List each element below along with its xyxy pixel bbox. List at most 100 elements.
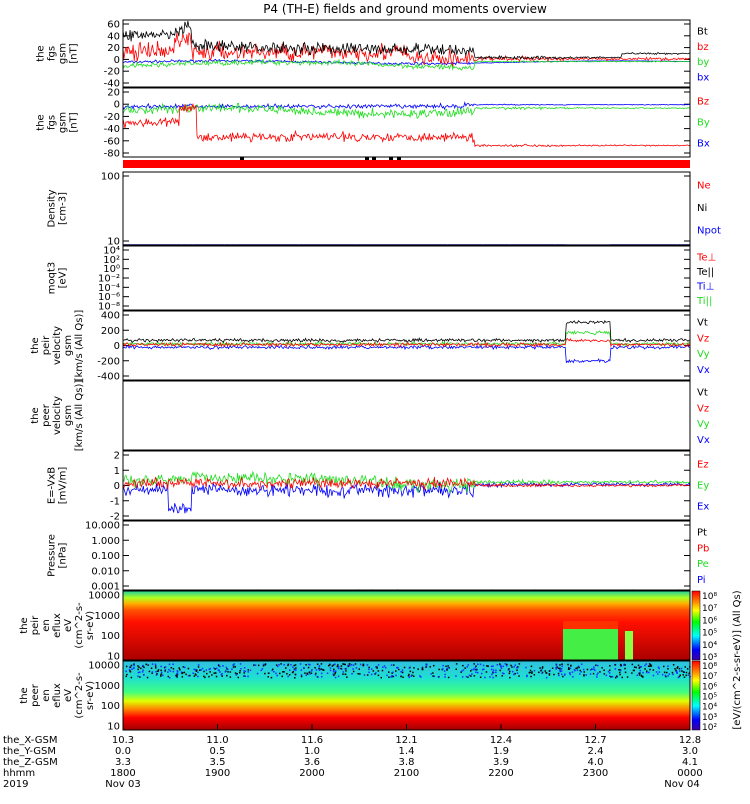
x-date-end: Nov 04 (664, 779, 699, 790)
heatmap-speckle (385, 667, 387, 669)
heatmap-speckle (244, 667, 246, 669)
y-axis-label: [eV] (58, 268, 69, 289)
heatmap-speckle (295, 664, 297, 666)
heatmap-speckle (534, 670, 536, 672)
legend-entry: Vx (697, 435, 710, 446)
y-axis-label: [nT] (69, 43, 80, 63)
heatmap-speckle (146, 664, 148, 666)
heatmap-speckle (484, 677, 486, 679)
x-date-start: Nov 03 (105, 779, 140, 790)
heatmap-speckle (570, 665, 572, 667)
heatmap-speckle (642, 672, 644, 674)
heatmap-speckle (160, 675, 162, 677)
heatmap-speckle (641, 666, 643, 668)
y-axis-label: eflux (52, 613, 63, 638)
x-tick-label: 12.4 (490, 735, 512, 746)
heatmap-speckle (239, 670, 241, 672)
heatmap-speckle (340, 668, 342, 670)
x-tick-label: 3.8 (399, 757, 415, 768)
heatmap-speckle (517, 672, 519, 674)
heatmap-speckle (492, 671, 494, 673)
heatmap-speckle (581, 664, 583, 666)
x-row-label: the_Z-GSM (3, 757, 58, 768)
y-tick-label: 1000 (95, 681, 120, 692)
heatmap-speckle (511, 666, 513, 668)
heatmap-speckle (244, 672, 246, 674)
heatmap-speckle (227, 671, 229, 673)
heatmap-speckle (294, 665, 296, 667)
heatmap-speckle (142, 669, 144, 671)
heatmap-speckle (615, 677, 617, 679)
heatmap-speckle (442, 668, 444, 670)
heatmap-speckle (541, 673, 543, 675)
heatmap-speckle (330, 670, 332, 672)
x-tick-label: 2200 (488, 768, 513, 779)
y-tick-label: 10.000 (85, 521, 120, 532)
heatmap-speckle (368, 667, 370, 669)
heatmap-speckle (422, 667, 424, 669)
heatmap-speckle (393, 664, 395, 666)
heatmap-speckle (183, 666, 185, 668)
colorbar-tick-label: 10⁷ (702, 604, 717, 614)
heatmap-speckle (516, 670, 518, 672)
x-row-label: the_Y-GSM (3, 746, 56, 757)
heatmap-speckle (248, 671, 250, 673)
heatmap-speckle (388, 677, 390, 679)
heatmap-speckle (683, 674, 685, 676)
x-tick-label: 2100 (394, 768, 419, 779)
heatmap-speckle (398, 669, 400, 671)
heatmap-speckle (497, 664, 499, 666)
heatmap-speckle (167, 671, 169, 673)
heatmap-speckle (510, 665, 512, 667)
heatmap-speckle (378, 664, 380, 666)
heatmap-speckle (314, 667, 316, 669)
y-axis-label: gsm (63, 335, 74, 356)
heatmap-speckle (344, 664, 346, 666)
legend-entry: Vx (697, 365, 710, 376)
heatmap-speckle (309, 664, 311, 666)
panel-frame (123, 381, 690, 450)
heatmap-speckle (531, 673, 533, 675)
heatmap-speckle (169, 677, 171, 679)
heatmap-speckle (248, 669, 250, 671)
heatmap-speckle (311, 669, 313, 671)
heatmap-speckle (503, 673, 505, 675)
heatmap-speckle (512, 671, 514, 673)
x-tick-label: 11.0 (206, 735, 228, 746)
y-axis-label: moqt3 (47, 262, 58, 295)
x-tick-label: 2300 (583, 768, 608, 779)
heatmap-speckle (382, 670, 384, 672)
heatmap-speckle (321, 663, 323, 665)
heatmap-speckle (397, 667, 399, 669)
heatmap-speckle (375, 666, 377, 668)
heatmap-speckle (265, 663, 267, 665)
heatmap-speckle (492, 677, 494, 679)
heatmap-speckle (337, 666, 339, 668)
heatmap-speckle (473, 668, 475, 670)
heatmap-speckle (278, 664, 280, 666)
heatmap-speckle (160, 666, 162, 668)
heatmap-speckle (618, 669, 620, 671)
heatmap-speckle (586, 674, 588, 676)
heatmap-speckle (257, 673, 259, 675)
colorbar-tick-label: 10⁸ (702, 662, 717, 672)
heatmap-speckle (639, 674, 641, 676)
heatmap-speckle (499, 663, 501, 665)
heatmap-speckle (530, 676, 532, 678)
heatmap-speckle (319, 665, 321, 667)
y-axis-label: fgs (47, 46, 58, 61)
heatmap-speckle (615, 668, 617, 670)
heatmap-speckle (487, 665, 489, 667)
heatmap-speckle (610, 676, 612, 678)
heatmap-speckle (197, 672, 199, 674)
heatmap-speckle (592, 669, 594, 671)
heatmap-speckle (420, 676, 422, 678)
colorbar-tick-label: 10⁷ (702, 672, 717, 682)
heatmap-speckle (486, 665, 488, 667)
heatmap-speckle (211, 674, 213, 676)
heatmap-speckle (515, 664, 517, 666)
colorbar-tick-label: 10⁵ (702, 693, 717, 703)
colorbar-label: [eV/(cm^2-s-sr-eV)] (All Qs) (732, 590, 743, 729)
heatmap-speckle (199, 669, 201, 671)
